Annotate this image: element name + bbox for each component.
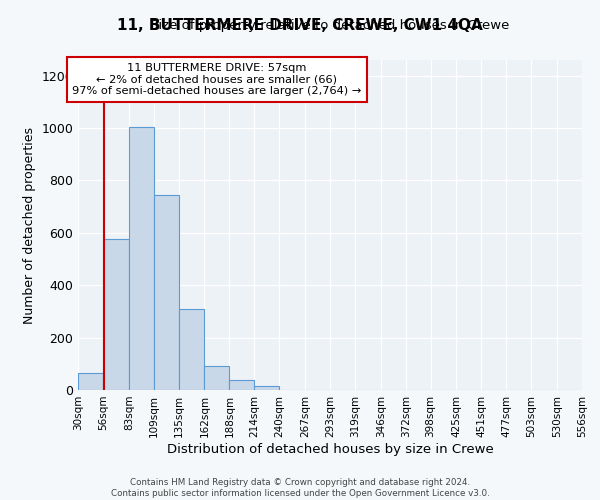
Bar — [205, 366, 229, 390]
Text: 11 BUTTERMERE DRIVE: 57sqm
← 2% of detached houses are smaller (66)
97% of semi-: 11 BUTTERMERE DRIVE: 57sqm ← 2% of detac… — [73, 62, 362, 96]
Bar — [129, 127, 154, 390]
Y-axis label: Number of detached properties: Number of detached properties — [23, 126, 36, 324]
Text: Contains HM Land Registry data © Crown copyright and database right 2024.
Contai: Contains HM Land Registry data © Crown c… — [110, 478, 490, 498]
Title: Size of property relative to detached houses in Crewe: Size of property relative to detached ho… — [151, 20, 509, 32]
X-axis label: Distribution of detached houses by size in Crewe: Distribution of detached houses by size … — [167, 442, 493, 456]
Bar — [78, 373, 103, 390]
Bar — [154, 195, 179, 390]
Text: 11, BUTTERMERE DRIVE, CREWE, CW1 4QA: 11, BUTTERMERE DRIVE, CREWE, CW1 4QA — [117, 18, 483, 32]
Bar — [179, 309, 205, 390]
Bar — [103, 240, 129, 390]
Bar — [254, 386, 279, 390]
Bar — [229, 380, 254, 390]
